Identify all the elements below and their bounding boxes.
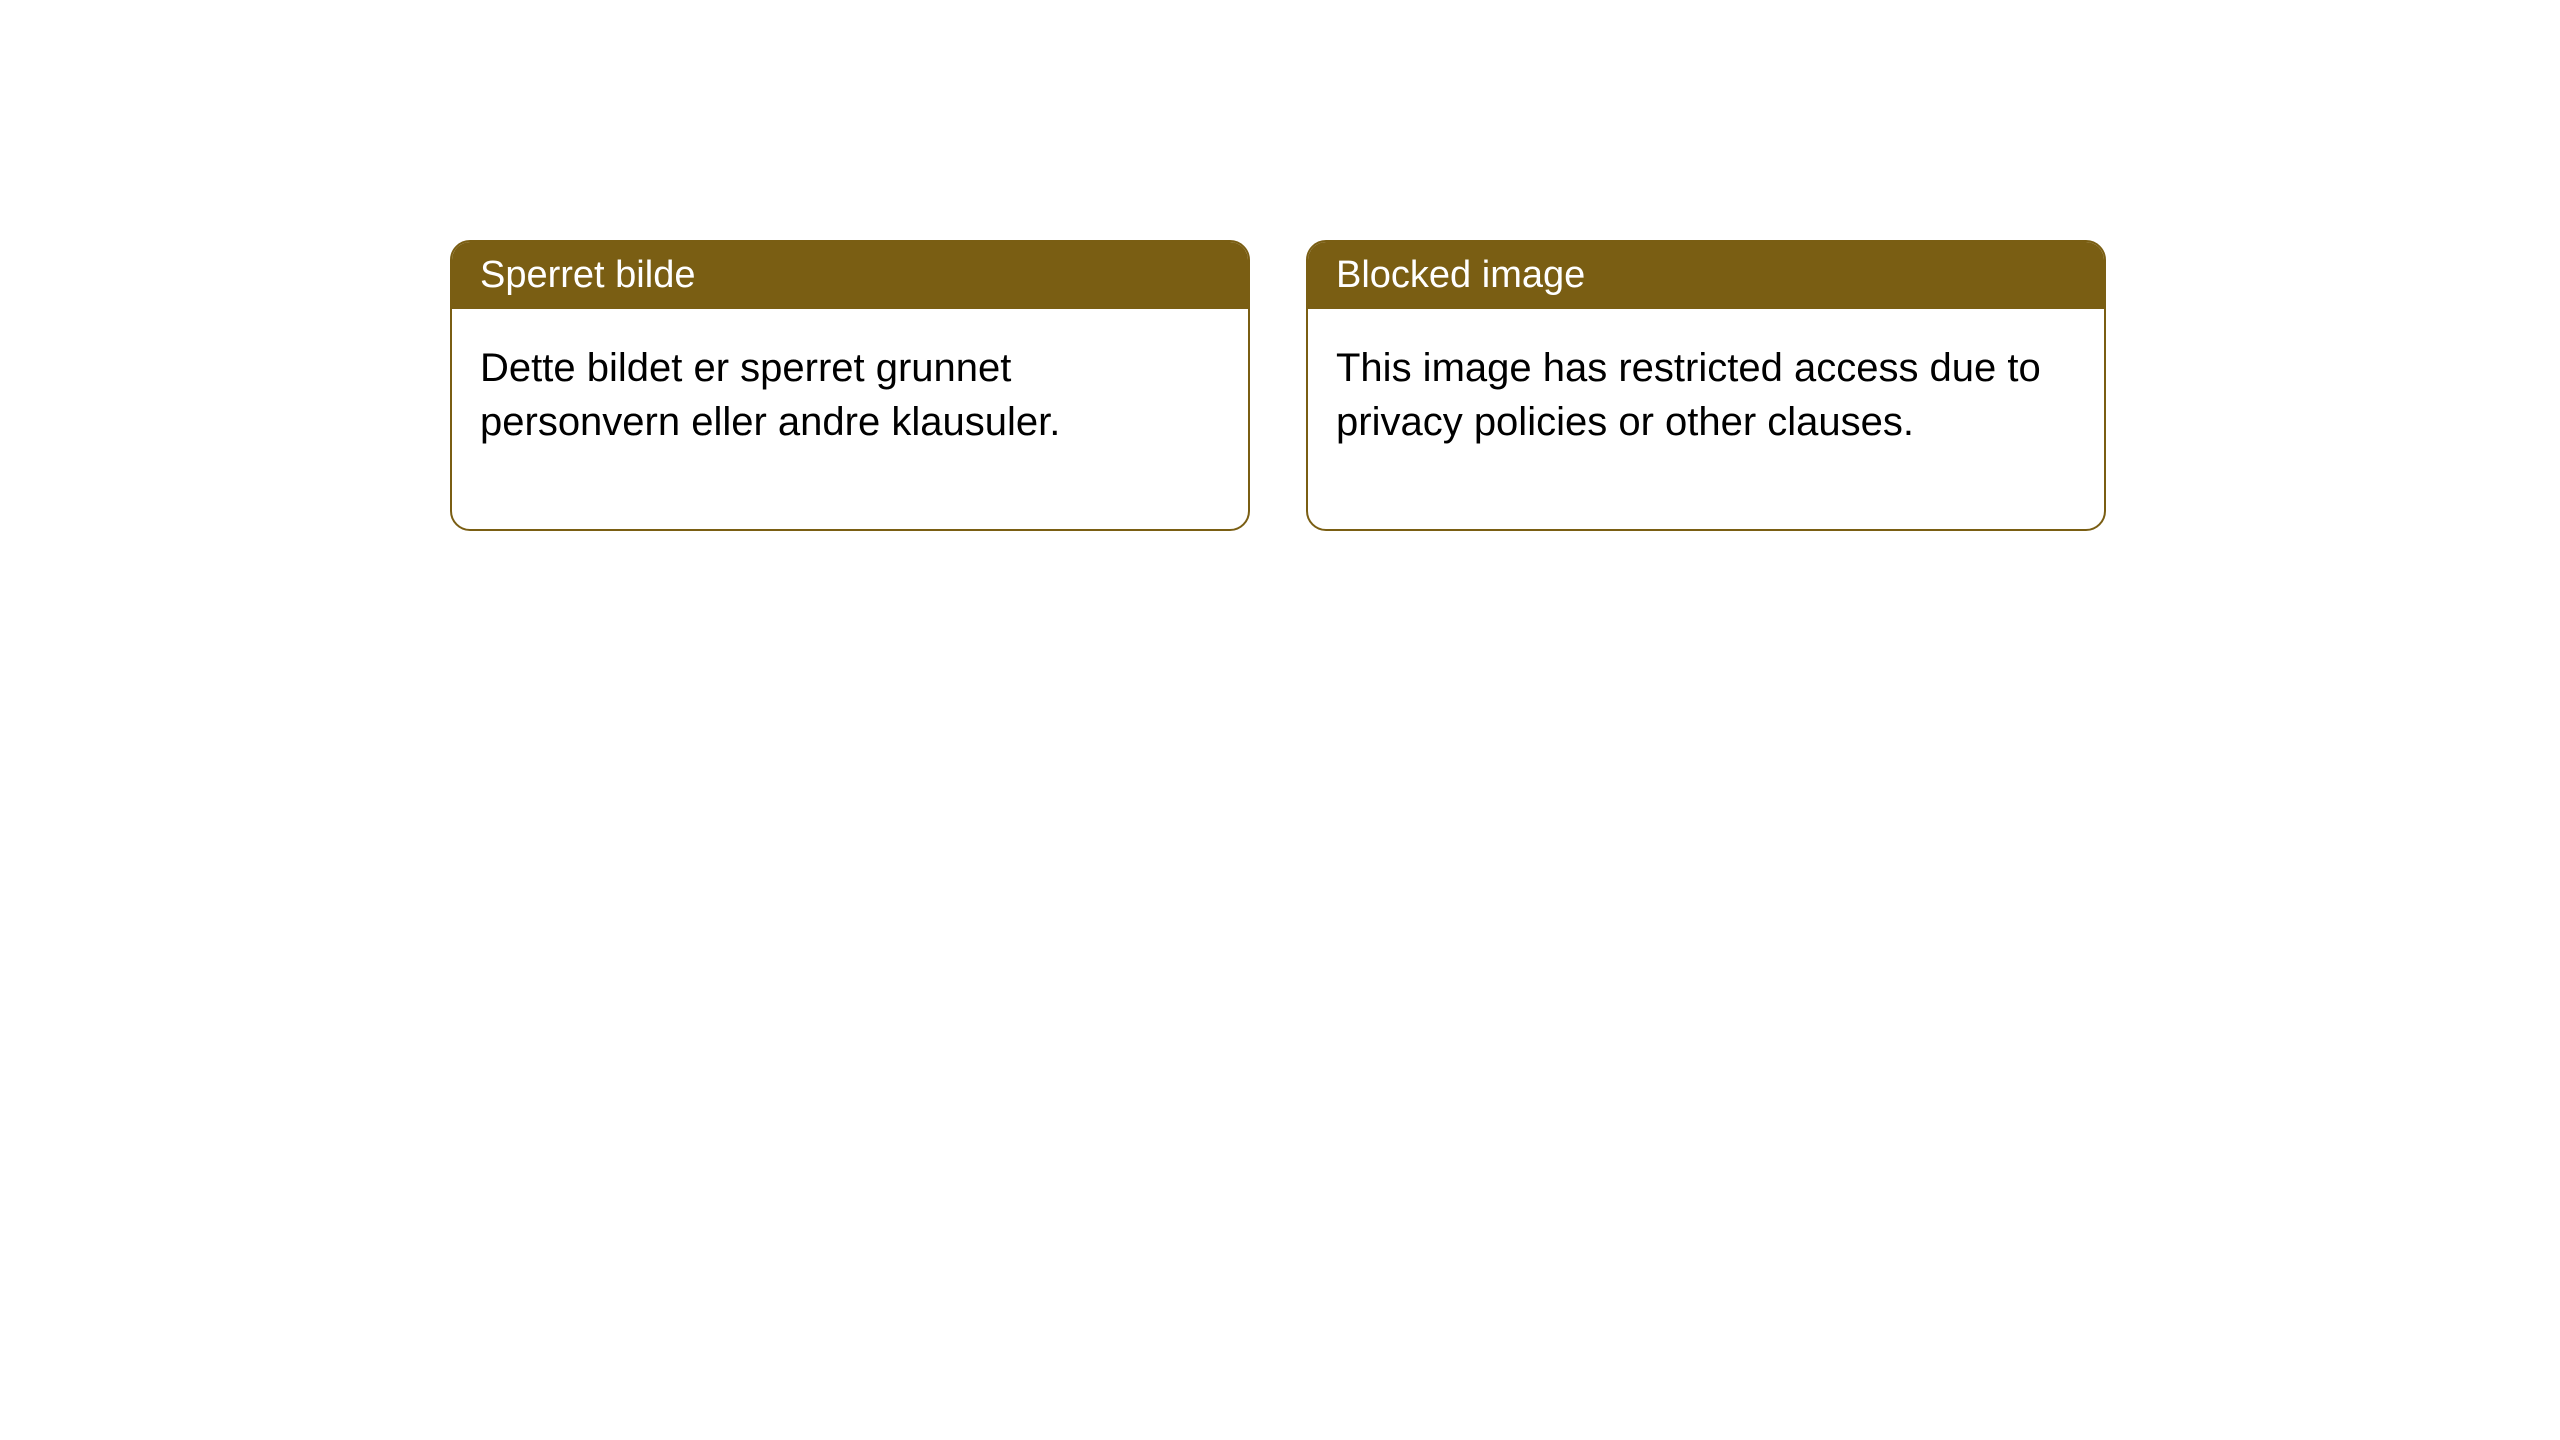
card-header: Blocked image	[1308, 242, 2104, 309]
blocked-image-card-en: Blocked image This image has restricted …	[1306, 240, 2106, 531]
blocked-image-card-no: Sperret bilde Dette bildet er sperret gr…	[450, 240, 1250, 531]
card-body: Dette bildet er sperret grunnet personve…	[452, 309, 1248, 529]
card-title: Sperret bilde	[480, 254, 695, 296]
card-body-text: Dette bildet er sperret grunnet personve…	[480, 346, 1060, 444]
card-header: Sperret bilde	[452, 242, 1248, 309]
cards-container: Sperret bilde Dette bildet er sperret gr…	[450, 240, 2106, 531]
card-body: This image has restricted access due to …	[1308, 309, 2104, 529]
card-title: Blocked image	[1336, 254, 1585, 296]
card-body-text: This image has restricted access due to …	[1336, 346, 2041, 444]
